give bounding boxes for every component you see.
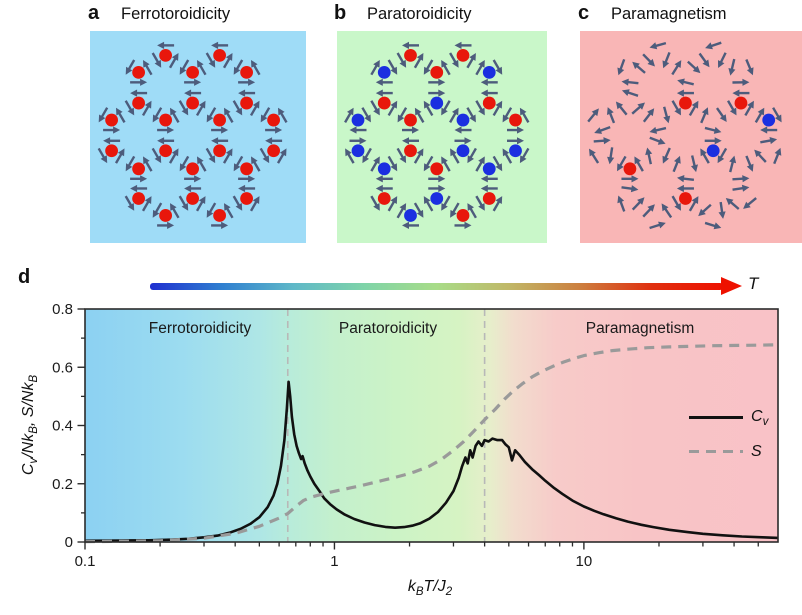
panel-a-title: Ferrotoroidicity xyxy=(121,5,231,23)
panel-d-letter: d xyxy=(18,266,31,288)
cv-entropy-chart: 0.1 1 10 0 0.2 0.4 0.6 0.8 xyxy=(52,301,779,570)
panel-b-lattice xyxy=(337,31,547,243)
x-tick-label: 0.1 xyxy=(75,553,96,570)
temperature-arrow-head-icon xyxy=(721,277,742,295)
panel-c-letter: c xyxy=(578,2,590,24)
ferrotoroidal-lattice-svg xyxy=(90,31,306,243)
x-tick-label: 1 xyxy=(330,553,338,570)
y-tick-label: 0.2 xyxy=(52,476,73,493)
legend-cv-line-sample xyxy=(689,416,743,420)
x-tick-label: 10 xyxy=(576,553,593,570)
region-label-paramagnetism: Paramagnetism xyxy=(585,320,695,337)
temperature-gradient-arrow xyxy=(150,283,723,290)
panel-c-title: Paramagnetism xyxy=(611,5,727,23)
legend-s-label: S xyxy=(751,443,762,460)
panel-a-lattice xyxy=(90,31,306,243)
y-tick-label: 0 xyxy=(65,534,73,551)
panel-c-lattice xyxy=(580,31,802,243)
panel-b-title: Paratoroidicity xyxy=(367,5,472,23)
x-axis-label: kBT/J2 xyxy=(407,578,453,599)
panel-a-letter: a xyxy=(88,2,100,24)
y-tick-label: 0.6 xyxy=(52,359,73,376)
temperature-arrow-label: T xyxy=(748,274,759,293)
y-tick-label: 0.8 xyxy=(52,301,73,318)
paramagnetic-lattice-svg xyxy=(580,31,802,243)
paratoroidal-lattice-svg xyxy=(337,31,547,243)
legend-s-line-sample xyxy=(689,450,743,454)
panel-b-letter: b xyxy=(334,2,347,24)
y-tick-label: 0.4 xyxy=(52,418,73,435)
region-label-paratoroidicity: Paratoroidicity xyxy=(338,320,438,337)
y-axis-label: Cv/NkB, S/NkB xyxy=(19,374,41,476)
legend-cv-label: Cv xyxy=(751,408,769,429)
region-label-ferrotoroidicity: Ferrotoroidicity xyxy=(148,320,252,337)
